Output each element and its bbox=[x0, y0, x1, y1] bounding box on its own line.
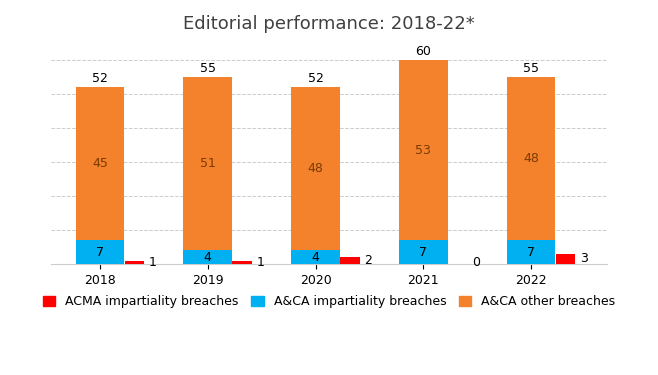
Bar bbox=[556, 254, 575, 264]
Text: 55: 55 bbox=[523, 62, 539, 75]
Legend: ACMA impartiality breaches, A&CA impartiality breaches, A&CA other breaches: ACMA impartiality breaches, A&CA imparti… bbox=[38, 290, 620, 313]
Bar bbox=[507, 77, 555, 240]
Bar bbox=[507, 240, 555, 264]
Text: 52: 52 bbox=[92, 72, 108, 85]
Text: 51: 51 bbox=[200, 157, 216, 170]
Bar bbox=[340, 257, 360, 264]
Text: 45: 45 bbox=[92, 157, 108, 170]
Text: 48: 48 bbox=[307, 162, 324, 175]
Text: 60: 60 bbox=[415, 45, 431, 58]
Text: 1: 1 bbox=[149, 256, 156, 269]
Text: 53: 53 bbox=[415, 144, 431, 157]
Bar bbox=[291, 251, 340, 264]
Text: 52: 52 bbox=[307, 72, 324, 85]
Bar bbox=[184, 251, 232, 264]
Text: 2: 2 bbox=[364, 254, 372, 267]
Title: Editorial performance: 2018-22*: Editorial performance: 2018-22* bbox=[183, 15, 475, 33]
Bar bbox=[76, 87, 124, 240]
Text: 7: 7 bbox=[96, 246, 104, 259]
Text: 7: 7 bbox=[527, 246, 535, 259]
Bar bbox=[184, 77, 232, 251]
Bar bbox=[124, 261, 144, 264]
Bar bbox=[76, 240, 124, 264]
Text: 7: 7 bbox=[419, 246, 427, 259]
Bar bbox=[399, 60, 447, 240]
Bar bbox=[291, 87, 340, 251]
Text: 4: 4 bbox=[312, 251, 319, 264]
Text: 48: 48 bbox=[523, 152, 539, 165]
Bar bbox=[399, 240, 447, 264]
Text: 0: 0 bbox=[472, 256, 480, 269]
Text: 4: 4 bbox=[204, 251, 212, 264]
Text: 3: 3 bbox=[580, 252, 588, 266]
Bar bbox=[232, 261, 252, 264]
Text: 55: 55 bbox=[199, 62, 216, 75]
Text: 1: 1 bbox=[256, 256, 264, 269]
